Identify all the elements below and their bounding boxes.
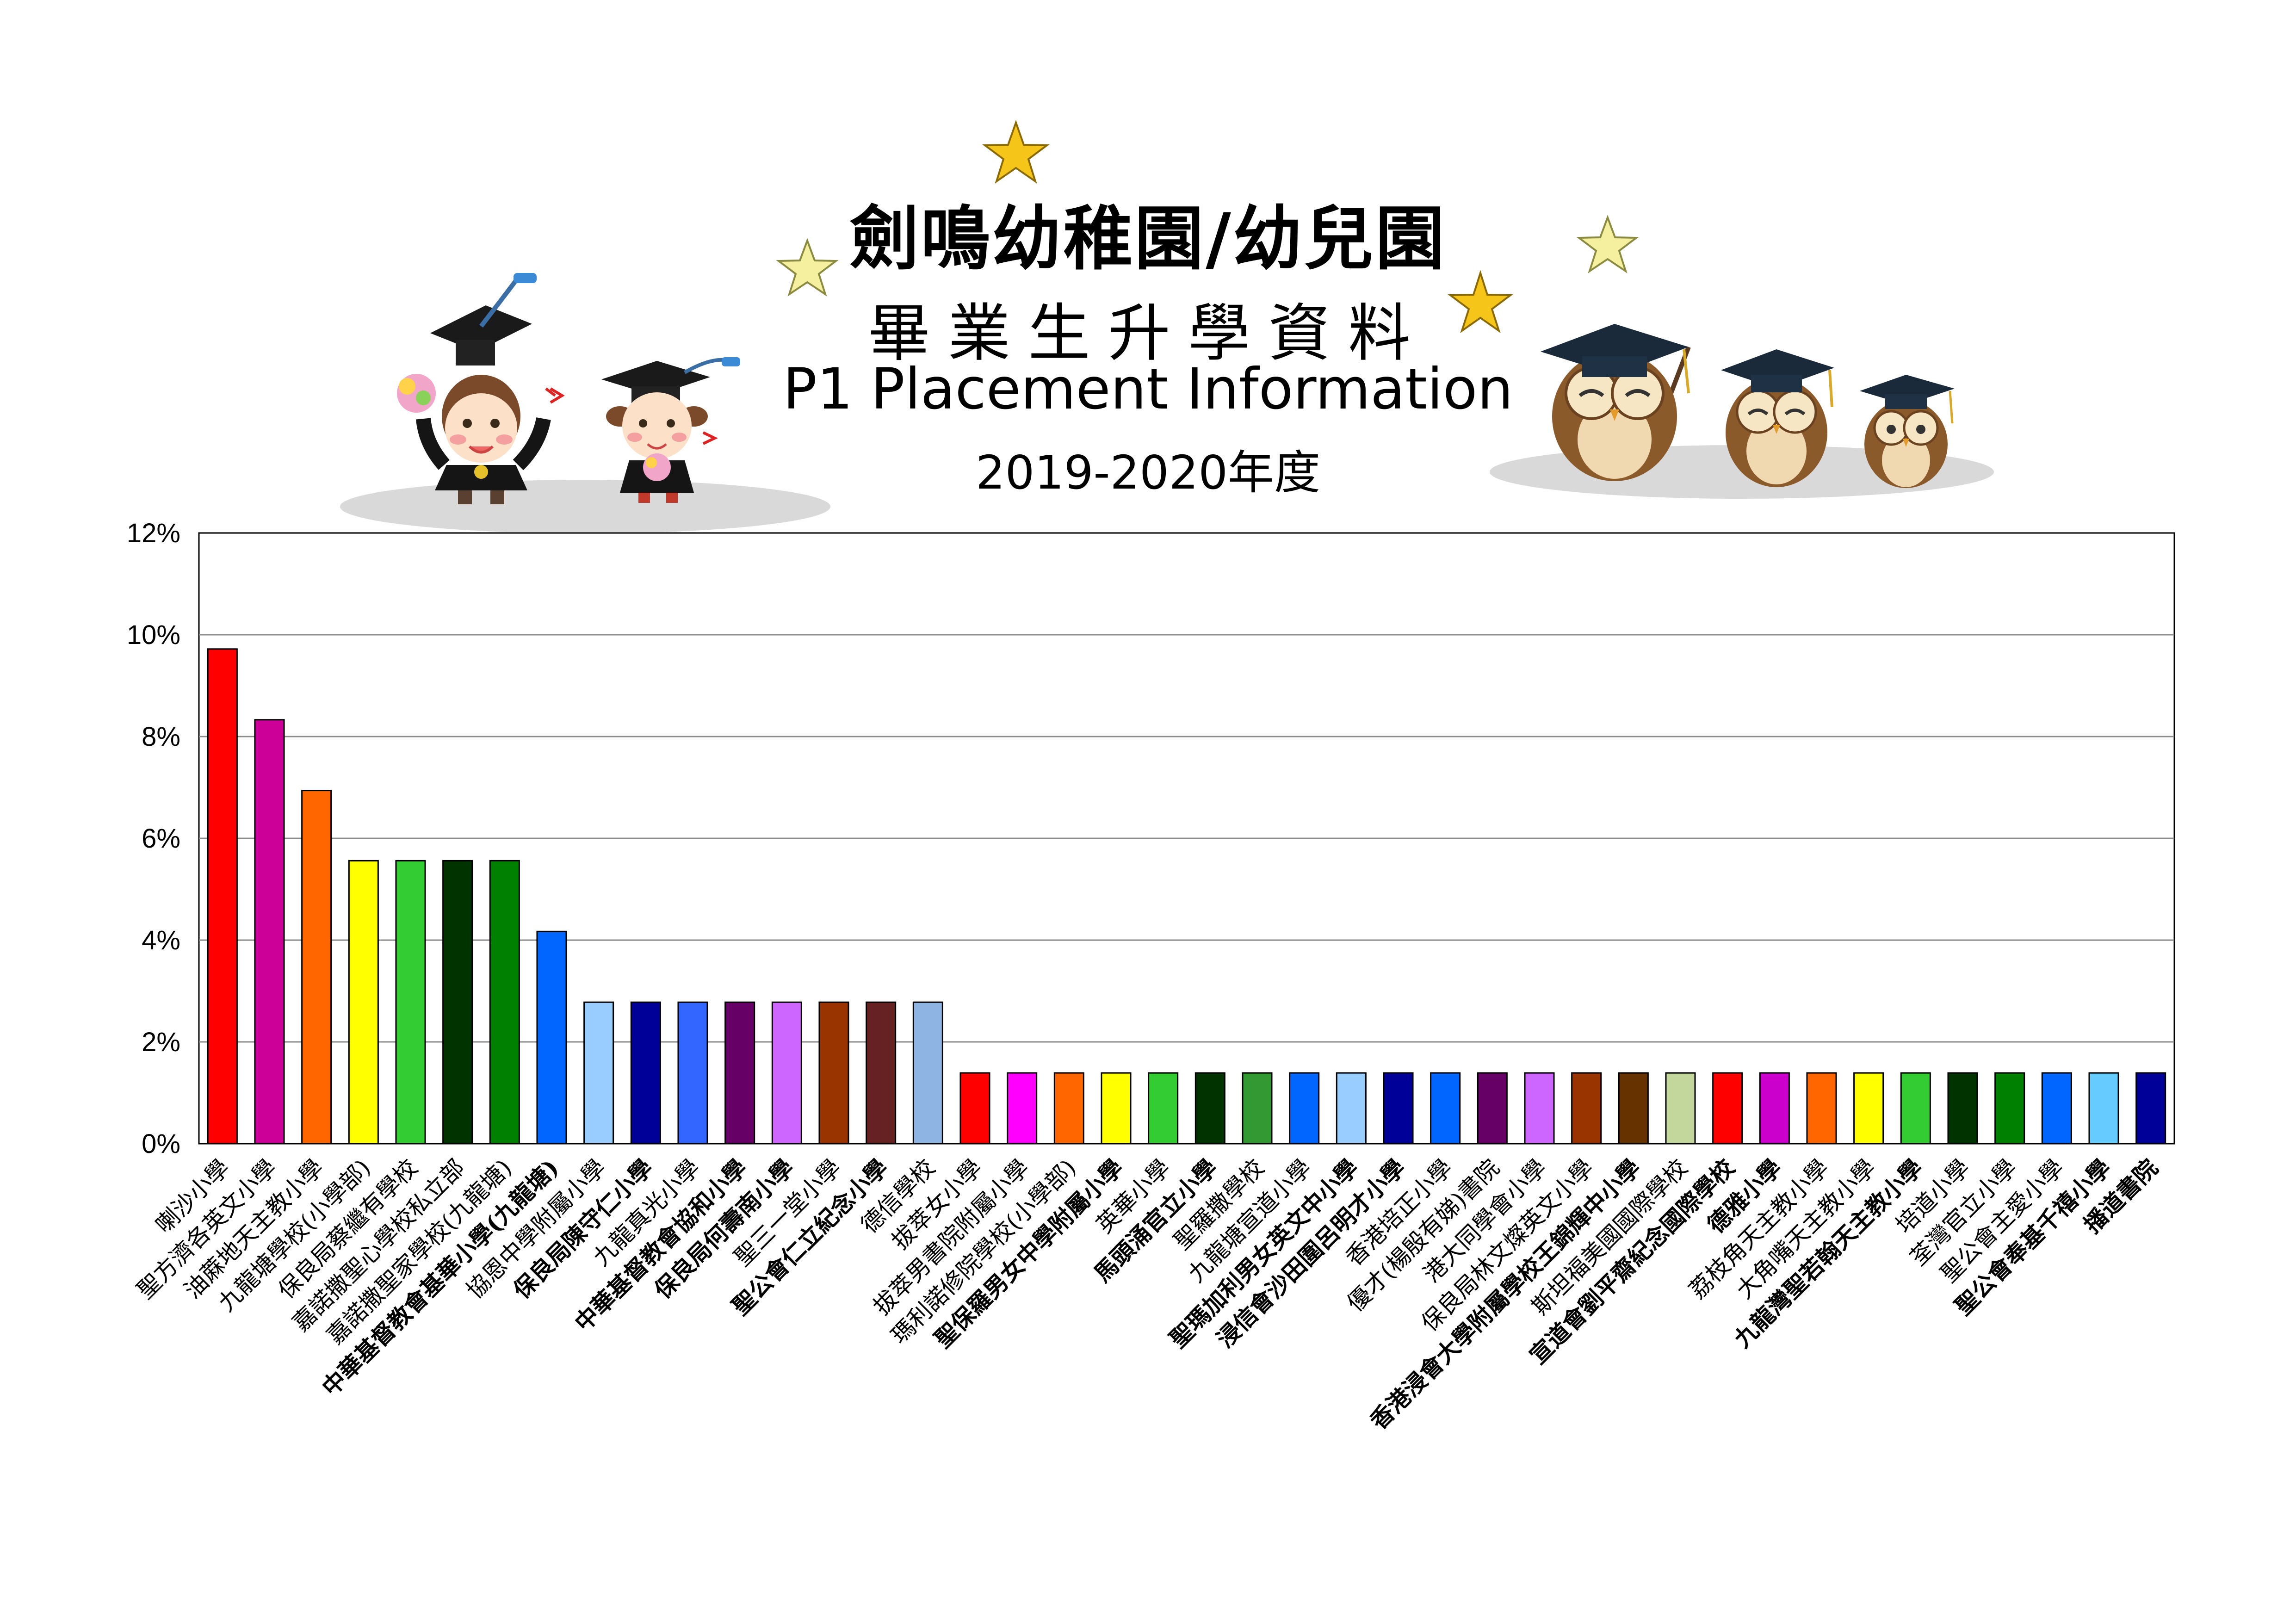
bar (724, 1001, 755, 1145)
bar (771, 1001, 802, 1145)
bar (1336, 1072, 1367, 1145)
bar (1759, 1072, 1790, 1145)
bar (1571, 1072, 1602, 1145)
bar (489, 860, 520, 1145)
bar (1101, 1072, 1132, 1145)
bar (301, 790, 332, 1145)
bar (1383, 1072, 1414, 1145)
bar (1477, 1072, 1508, 1145)
bar (207, 648, 238, 1145)
bar (254, 719, 285, 1145)
bar (536, 930, 567, 1145)
y-tick-label: 2% (142, 1027, 180, 1057)
graduate-boy-illustration (397, 374, 565, 504)
header: 劍鳴幼稚園/幼兒園 畢業生升學資料 P1 Placement Informati… (0, 0, 2296, 532)
star-icon (1448, 270, 1513, 334)
y-tick-label: 10% (127, 620, 180, 650)
bar (630, 1001, 661, 1145)
bar (2041, 1072, 2072, 1145)
bar (1853, 1072, 1884, 1145)
owl-teacher-illustration (1541, 324, 1691, 481)
school-year: 2019-2020年度 (975, 446, 1321, 500)
bar (912, 1001, 943, 1145)
bar (818, 1001, 849, 1145)
bar (1900, 1072, 1931, 1145)
bar (1289, 1072, 1320, 1145)
star-icon (1576, 215, 1639, 273)
bar (1712, 1072, 1743, 1145)
graduation-cap-icon (430, 273, 537, 365)
bar (1524, 1072, 1555, 1145)
bar (442, 860, 473, 1145)
english-title: P1 Placement Information (783, 356, 1513, 422)
bar (1242, 1072, 1273, 1145)
bar (1618, 1072, 1649, 1145)
bar (1947, 1072, 1978, 1145)
bar (1007, 1072, 1038, 1145)
bar (1665, 1072, 1696, 1145)
y-tick-label: 6% (142, 824, 180, 854)
page-subtitle: 畢業生升學資料 (868, 297, 1428, 370)
bar (2088, 1072, 2119, 1145)
y-tick-label: 4% (142, 925, 180, 955)
star-icon (982, 120, 1050, 184)
y-tick-label: 12% (127, 518, 180, 548)
y-tick-label: 8% (142, 722, 180, 752)
bar (1194, 1072, 1225, 1145)
bar (1053, 1072, 1084, 1145)
owl-graduate-small-illustration (1860, 375, 1955, 488)
kindergarten-title: 劍鳴幼稚園/幼兒園 (849, 198, 1447, 279)
bar (2135, 1072, 2166, 1145)
bar (1806, 1072, 1837, 1145)
graduate-girl-illustration (601, 357, 740, 503)
bar (959, 1072, 990, 1145)
bar (1430, 1072, 1461, 1145)
bar-chart: 0%2%4%6%8%10%12%喇沙小學聖方濟各英文小學油蔴地天主教小學九龍塘學… (127, 518, 2175, 1435)
bar (1994, 1072, 2025, 1145)
y-tick-label: 0% (142, 1129, 180, 1159)
bar (866, 1001, 897, 1145)
star-icon (776, 238, 839, 297)
bar (1148, 1072, 1179, 1145)
bar (677, 1001, 708, 1145)
bar (395, 860, 426, 1145)
bar (348, 860, 379, 1145)
decoration-layer (340, 120, 1994, 532)
bar (583, 1001, 614, 1145)
owl-graduate-illustration (1721, 349, 1834, 487)
